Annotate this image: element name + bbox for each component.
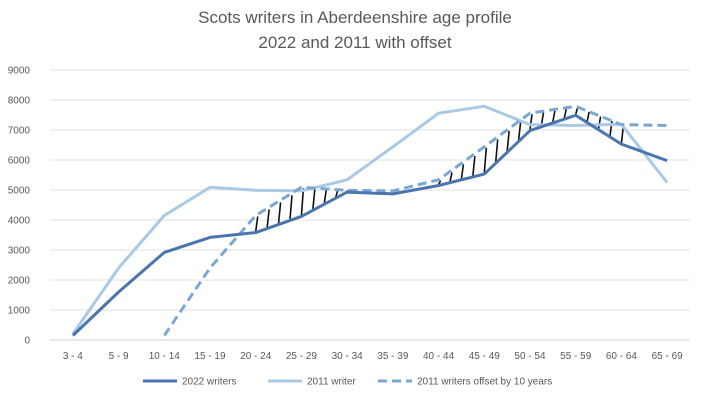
hatch-mark bbox=[472, 155, 476, 177]
hatch-mark bbox=[517, 122, 522, 141]
x-tick-label: 45 - 49 bbox=[469, 351, 501, 362]
hatch-mark bbox=[323, 189, 328, 204]
hatch-mark bbox=[597, 116, 602, 129]
y-tick-label: 8000 bbox=[8, 96, 31, 107]
y-axis-ticks: 0 1000 2000 3000 4000 5000 6000 7000 8000 9000 bbox=[8, 66, 31, 347]
y-tick-label: 0 bbox=[24, 336, 30, 347]
y-tick-label: 3000 bbox=[8, 246, 31, 257]
x-tick-label: 20 - 24 bbox=[240, 351, 272, 362]
series-line-2 bbox=[163, 104, 668, 337]
x-tick-label: 5 - 9 bbox=[109, 351, 129, 362]
hatch-mark bbox=[312, 188, 316, 210]
hatch-mark bbox=[460, 164, 465, 179]
chart-title: Scots writers in Aberdeenshire age profi… bbox=[198, 8, 512, 27]
y-tick-label: 7000 bbox=[8, 126, 31, 137]
x-tick-label: 35 - 39 bbox=[377, 351, 409, 362]
y-tick-label: 6000 bbox=[8, 156, 31, 167]
x-tick-label: 65 - 69 bbox=[652, 351, 684, 362]
hatch-mark bbox=[277, 202, 282, 224]
difference-hatching bbox=[254, 107, 625, 232]
hatch-mark bbox=[254, 216, 259, 232]
x-tick-label: 30 - 34 bbox=[332, 351, 364, 362]
x-tick-label: 3 - 4 bbox=[63, 351, 83, 362]
hatch-mark bbox=[483, 147, 488, 174]
hatch-mark bbox=[449, 172, 453, 182]
legend-label: 2022 writers bbox=[182, 377, 236, 388]
y-tick-label: 1000 bbox=[8, 306, 31, 317]
hatch-mark bbox=[552, 110, 556, 123]
x-tick-label: 15 - 19 bbox=[194, 351, 226, 362]
chart-subtitle: 2022 and 2011 with offset bbox=[258, 33, 452, 52]
x-tick-label: 55 - 59 bbox=[560, 351, 592, 362]
x-tick-label: 40 - 44 bbox=[423, 351, 455, 362]
y-tick-label: 2000 bbox=[8, 276, 31, 287]
hatch-mark bbox=[529, 114, 533, 130]
grid-lines bbox=[50, 69, 690, 341]
x-tick-label: 50 - 54 bbox=[514, 351, 546, 362]
series-line-1 bbox=[71, 104, 669, 335]
x-tick-label: 25 - 29 bbox=[286, 351, 318, 362]
x-tick-label: 10 - 14 bbox=[149, 351, 181, 362]
hatch-mark bbox=[289, 195, 293, 220]
y-tick-label: 4000 bbox=[8, 216, 31, 227]
series-lines bbox=[71, 104, 669, 337]
legend: 2022 writers 2011 writer 2011 writers offs… bbox=[143, 377, 552, 388]
y-tick-label: 9000 bbox=[8, 66, 31, 77]
hatch-mark bbox=[563, 108, 568, 119]
hatch-mark bbox=[494, 139, 499, 163]
y-tick-label: 5000 bbox=[8, 186, 31, 197]
hatch-mark bbox=[586, 111, 590, 122]
legend-label: 2011 writer bbox=[307, 377, 356, 388]
legend-label: 2011 writers offset by 10 years bbox=[417, 377, 552, 388]
hatch-mark bbox=[266, 209, 270, 228]
hatch-mark bbox=[300, 188, 305, 216]
hatch-mark bbox=[506, 130, 510, 152]
x-axis-ticks: 3 - 4 5 - 9 10 - 14 15 - 19 20 - 24 25 - 29 30… bbox=[63, 351, 683, 362]
series-line-0 bbox=[71, 113, 668, 337]
hatch-mark bbox=[334, 190, 339, 198]
x-tick-label: 60 - 64 bbox=[606, 351, 638, 362]
